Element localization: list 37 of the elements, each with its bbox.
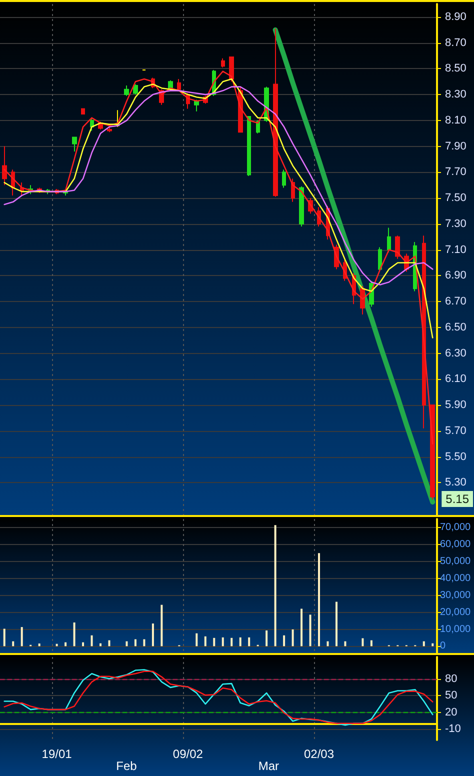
y-tick-label: 60,000: [440, 538, 472, 550]
y-tick-label: 8.70: [445, 36, 466, 49]
y-tick-label: 80: [445, 673, 458, 686]
y-tick-label: 6.70: [445, 296, 466, 308]
y-tick-label: 8.90: [445, 10, 466, 23]
y-tick-label: 6.10: [445, 373, 466, 386]
x-tick-label: 09/02: [172, 747, 204, 761]
y-tick-label: 8.50: [445, 62, 466, 75]
y-tick-label: 6.50: [445, 321, 466, 334]
y-tick-label: 70,000: [440, 522, 472, 533]
x-tick-label: 02/03: [304, 747, 334, 761]
y-tick-label: 6.90: [445, 270, 466, 282]
y-tick-label: 7.30: [445, 218, 466, 230]
y-tick-label: 5.30: [445, 476, 466, 489]
text: Mar: [258, 759, 279, 773]
y-tick-label: 0: [440, 640, 446, 652]
y-tick-label: 5.50: [445, 450, 466, 463]
y-tick-label: 20: [445, 706, 458, 718]
y-tick-label: 6.30: [445, 347, 466, 360]
text: 5.15: [446, 492, 470, 506]
y-tick-label: 30,000: [440, 590, 472, 601]
y-tick-label: 20,000: [440, 606, 472, 618]
y-tick-label: 10,000: [440, 624, 472, 635]
y-tick-label: 7.50: [445, 192, 466, 204]
y-tick-label: 5.70: [445, 424, 466, 437]
y-tick-label: 8.10: [445, 114, 466, 126]
y-tick-label: 5.90: [445, 399, 466, 412]
y-tick-label: 7.10: [445, 244, 466, 256]
y-tick-label: 8.30: [445, 88, 466, 101]
y-tick-label: -10: [445, 722, 461, 735]
x-tick-label: 19/01: [42, 747, 72, 761]
y-tick-label: 40,000: [440, 572, 472, 584]
y-tick-label: 50,000: [440, 556, 472, 567]
y-tick-label: 50: [445, 690, 458, 702]
y-tick-label: 7.90: [445, 140, 466, 152]
y-tick-label: 7.70: [445, 166, 466, 178]
text: Feb: [116, 759, 138, 773]
